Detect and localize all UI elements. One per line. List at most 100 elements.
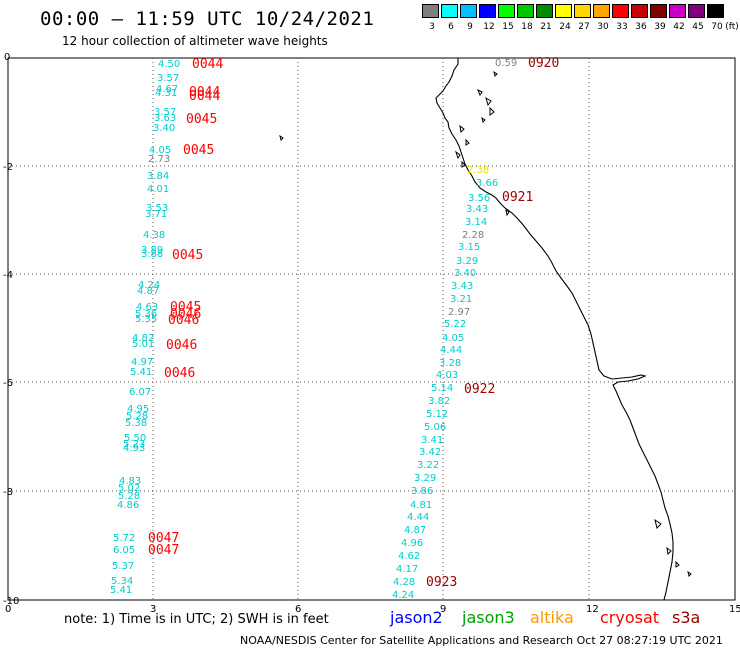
pass-time-label: 0045 (183, 143, 214, 158)
wave-height-label: 2.28 (462, 230, 484, 241)
wave-height-label: 3.57 (154, 107, 176, 118)
wave-height-label: 3.63 (154, 113, 176, 124)
wave-height-label: 4.81 (410, 500, 432, 511)
wave-height-label: 4.31 (155, 88, 177, 99)
wave-height-label: 5.12 (426, 409, 448, 420)
wave-height-label: 5.38 (125, 418, 147, 429)
scale-label: 6 (448, 22, 454, 32)
y-tick-label: -6 (3, 378, 13, 389)
x-tick-label: 0 (5, 604, 11, 615)
wave-height-label: 3.14 (465, 217, 487, 228)
wave-height-label: 3.41 (421, 435, 443, 446)
satellite-name: jason2 (390, 608, 443, 627)
wave-height-label: 3.71 (145, 209, 167, 220)
y-tick-label: -2 (3, 162, 13, 173)
wave-height-label: 4.44 (440, 345, 462, 356)
scale-label: 39 (654, 22, 666, 32)
wave-height-label: 4.05 (442, 333, 464, 344)
wave-height-label: 3.82 (428, 396, 450, 407)
scale-label: 70 (711, 22, 723, 32)
scale-swatch (612, 4, 629, 18)
wave-height-label: 3.28 (439, 358, 461, 369)
wave-height-label: 5.72 (113, 533, 135, 544)
wave-height-label: 3.29 (456, 256, 478, 267)
wave-height-label: 3.57 (157, 73, 179, 84)
x-tick-label: 3 (150, 604, 156, 615)
wave-height-label: 6.05 (113, 545, 135, 556)
wave-height-label: 4.97 (131, 357, 153, 368)
pass-time-label: 0046 (168, 313, 199, 328)
satellite-name: altika (530, 608, 574, 627)
wave-height-label: 3.15 (458, 242, 480, 253)
wave-height-label: 4.03 (436, 370, 458, 381)
pass-time-label: 0046 (164, 366, 195, 381)
scale-swatch (593, 4, 610, 18)
wave-height-label: 5.28 (126, 411, 148, 422)
wave-height-label: 4.95 (127, 404, 149, 415)
scale-swatch (498, 4, 515, 18)
scale-swatch (479, 4, 496, 18)
map-subtitle: 12 hour collection of altimeter wave hei… (62, 34, 328, 48)
wave-height-label: 4.01 (147, 184, 169, 195)
wave-height-label: 4.86 (117, 500, 139, 511)
scale-unit: (ft) (725, 22, 739, 32)
satellite-name: jason3 (462, 608, 515, 627)
pass-time-label: 0922 (464, 382, 495, 397)
y-tick-label: -8 (3, 487, 13, 498)
scale-label: 12 (483, 22, 495, 32)
satellite-name: s3a (672, 608, 701, 627)
scale-swatch (669, 4, 686, 18)
wave-height-label: 5.41 (130, 367, 152, 378)
wave-height-label: 4.24 (392, 590, 414, 601)
pass-time-label: 0045 (186, 112, 217, 127)
axis-tick-labels: 0 3 6 9 12 15 0 -2 -4 -6 -8 -10 (3, 52, 740, 615)
pass-time-label: 0044 (189, 89, 220, 104)
y-tick-label: 0 (4, 52, 10, 63)
y-tick-label: -10 (3, 596, 19, 607)
scale-swatch (574, 4, 591, 18)
wave-height-label: 5.36 (135, 309, 157, 320)
wave-height-label: 4.24 (138, 280, 160, 291)
wave-height-label: 5.02 (118, 483, 140, 494)
pass-time-label: 0044 (192, 57, 223, 72)
map-grid (7, 57, 736, 601)
wave-height-label: 3.88 (141, 249, 163, 260)
wave-height-label: 6.07 (129, 387, 151, 398)
scale-label: 21 (540, 22, 552, 32)
satellite-name: cryosat (600, 608, 660, 627)
map-title: 00:00 – 11:59 UTC 10/24/2021 (40, 8, 375, 30)
wave-height-label: 0.59 (495, 58, 517, 69)
footer-credit: NOAA/NESDIS Center for Satellite Applica… (240, 634, 723, 647)
wave-height-label: 3.66 (476, 178, 498, 189)
wave-height-label: 2.73 (148, 154, 170, 165)
wave-height-label: 3.43 (451, 281, 473, 292)
scale-label: 36 (635, 22, 647, 32)
scale-label: 45 (692, 22, 704, 32)
x-tick-label: 15 (729, 604, 740, 615)
pass-time-label: 0046 (170, 307, 201, 322)
wave-height-label: 5.28 (118, 491, 140, 502)
footer-note: note: 1) Time is in UTC; 2) SWH is in fe… (64, 612, 329, 627)
wave-height-label: 4.63 (136, 302, 158, 313)
wave-height-label: 4.50 (158, 59, 180, 70)
wave-height-label: 4.83 (119, 476, 141, 487)
pass-time-label: 0923 (426, 575, 457, 590)
scale-label: 24 (559, 22, 571, 32)
wave-height-label: 3.56 (468, 193, 490, 204)
wave-height-label: 2.38 (467, 165, 489, 176)
scale-label: 33 (616, 22, 628, 32)
wave-height-label: 3.53 (146, 203, 168, 214)
scale-swatch (555, 4, 572, 18)
pass-time-label: 0047 (148, 531, 179, 546)
wave-height-label: 3.21 (450, 294, 472, 305)
scale-label: 42 (673, 22, 685, 32)
scale-swatch (441, 4, 458, 18)
scale-swatch (517, 4, 534, 18)
wave-height-label: 3.84 (147, 171, 169, 182)
satellite-track-1: 4.503.574.674.313.573.633.404.052.733.84… (110, 57, 223, 596)
wave-height-label: 5.34 (111, 576, 133, 587)
wave-height-label: 4.62 (398, 551, 420, 562)
wave-height-label: 5.14 (431, 383, 453, 394)
x-tick-label: 12 (586, 604, 599, 615)
map-frame (7, 57, 736, 601)
